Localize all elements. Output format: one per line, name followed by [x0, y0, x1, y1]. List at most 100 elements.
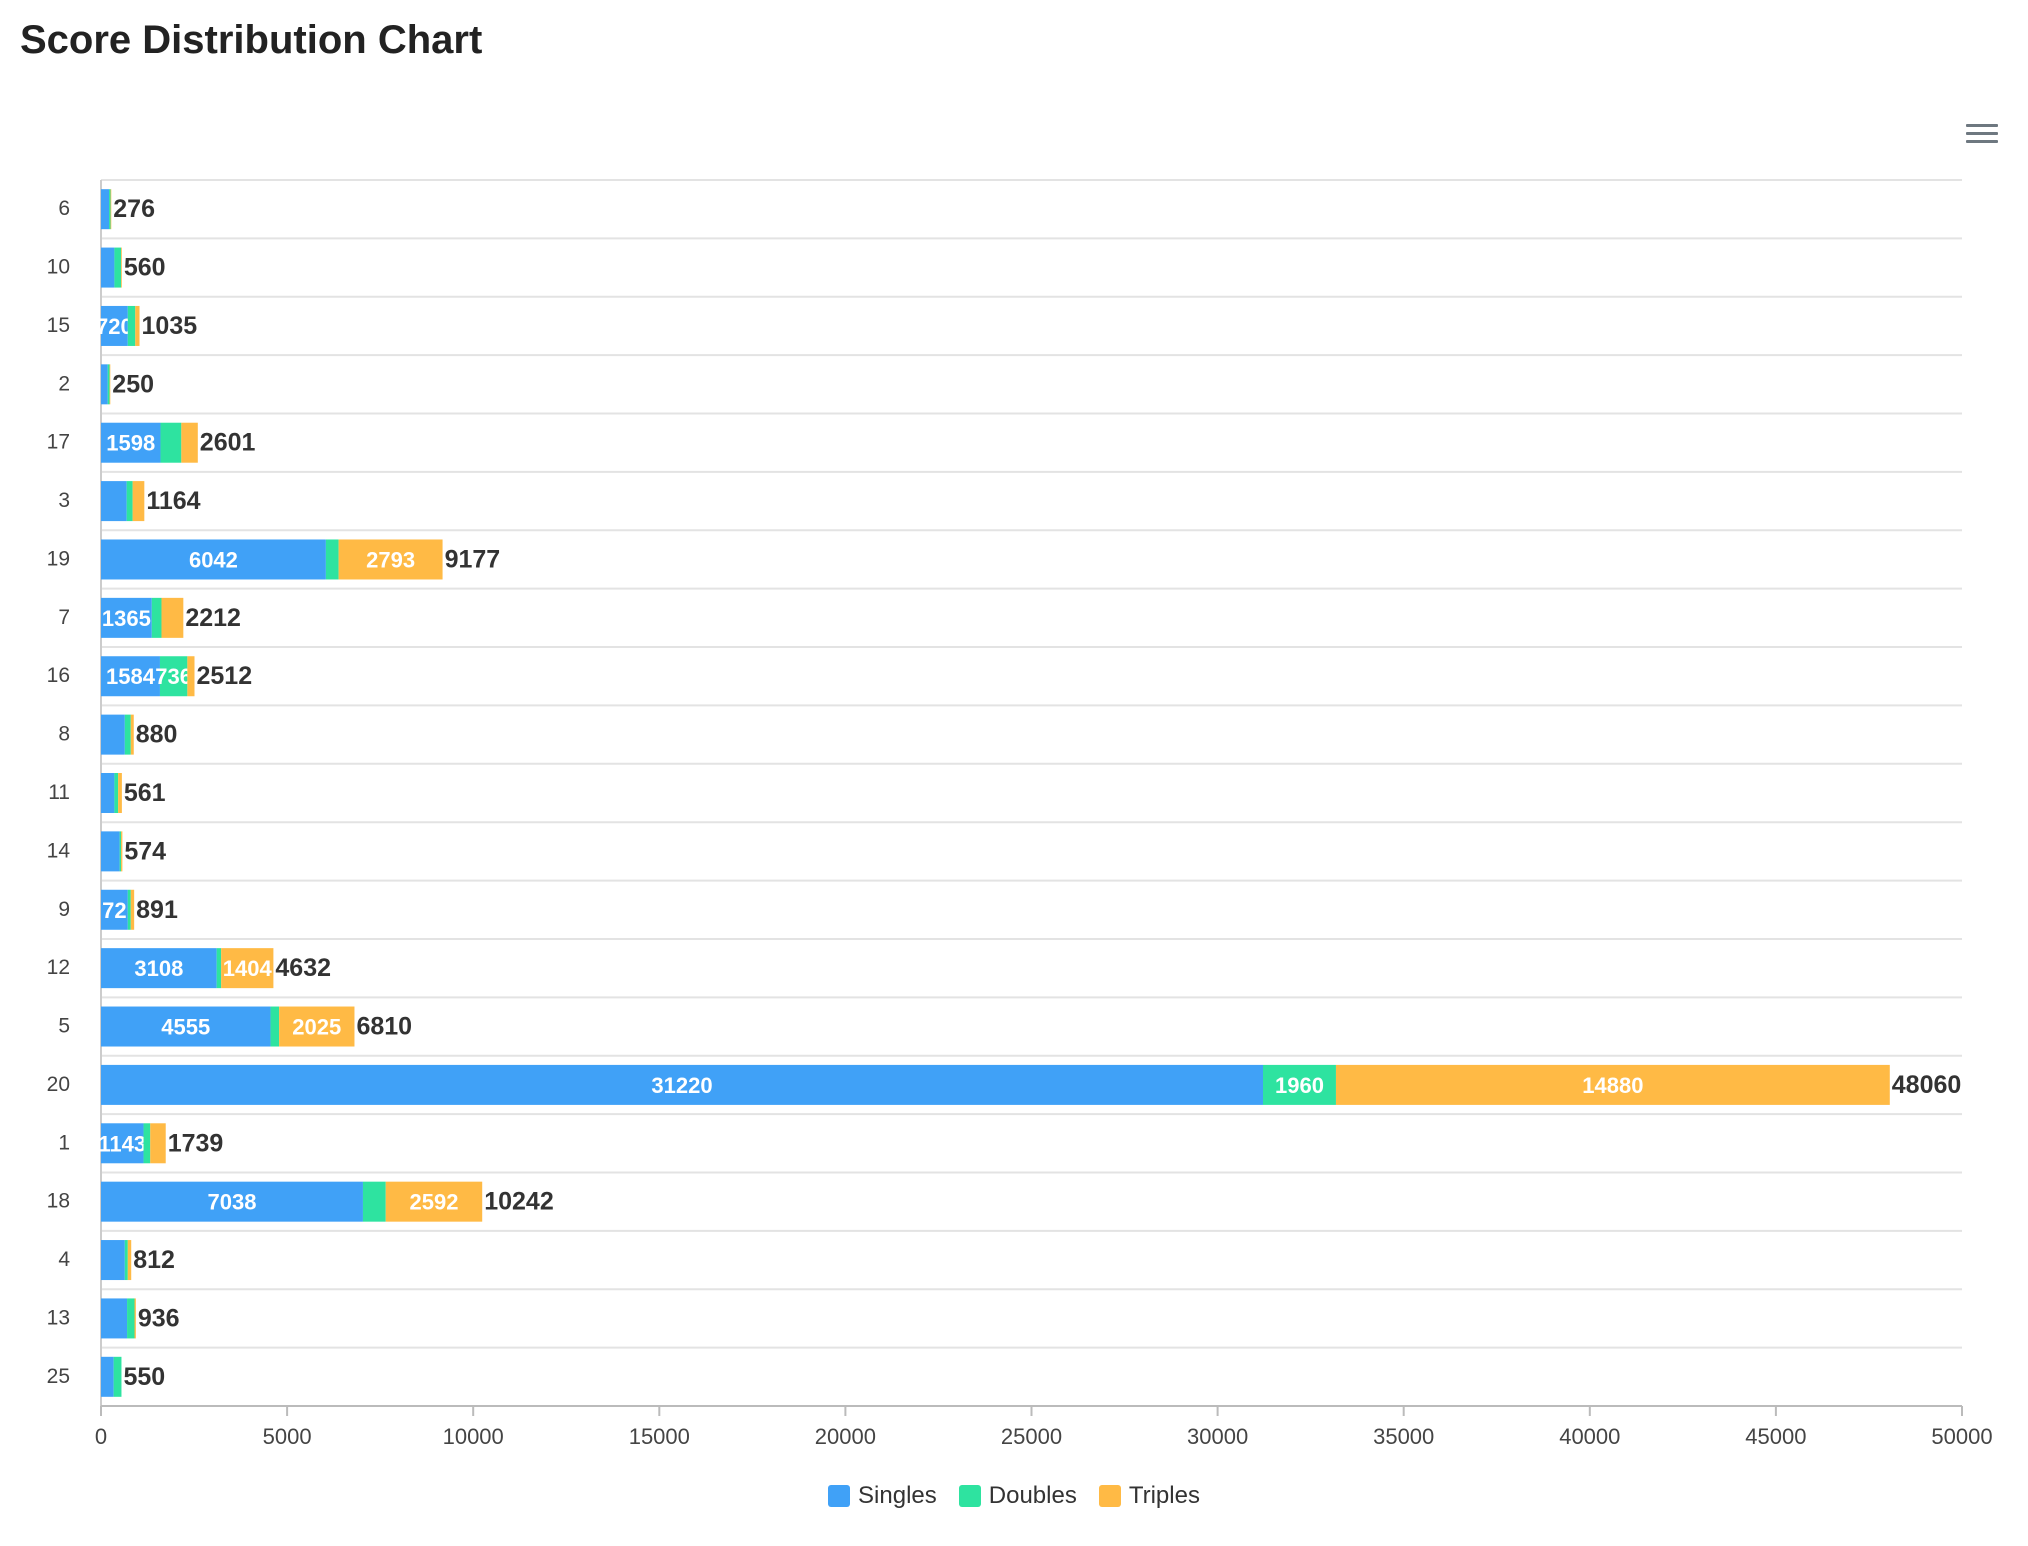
bar-segment-doubles	[124, 714, 131, 755]
bar-segment-triples	[109, 364, 111, 405]
category-label: 14	[47, 839, 71, 862]
category-label: 6	[58, 197, 70, 220]
category-label: 1	[58, 1131, 70, 1154]
menu-line	[1966, 132, 1998, 135]
bar-segment-triples	[181, 422, 198, 463]
bar-segment-singles	[101, 1240, 125, 1281]
bar-segment-triples	[187, 656, 195, 697]
category-label: 7	[58, 606, 70, 629]
segment-data-label: 1584	[106, 664, 156, 689]
bar-total-label: 880	[136, 721, 178, 749]
category-label: 12	[47, 956, 70, 979]
bar-total-label: 250	[112, 370, 154, 398]
bar-segment-doubles	[113, 1356, 122, 1397]
bar-total-label: 936	[138, 1304, 180, 1332]
bar-segment-singles	[101, 1123, 144, 1164]
x-tick-label: 20000	[815, 1424, 876, 1449]
bar-segment-singles	[101, 364, 108, 405]
bar-segment-triples	[132, 481, 145, 522]
x-tick-label: 50000	[1931, 1424, 1992, 1449]
legend-item-singles[interactable]: Singles	[828, 1482, 937, 1510]
legend-swatch	[1098, 1485, 1121, 1507]
bar-segment-triples	[127, 1240, 132, 1281]
x-tick-label: 45000	[1745, 1424, 1806, 1449]
category-label: 15	[47, 314, 70, 337]
bar-segment-singles	[101, 247, 115, 288]
bar-segment-triples	[110, 189, 112, 230]
menu-line	[1966, 140, 1998, 143]
bar-segment-singles	[101, 656, 160, 697]
x-tick-label: 15000	[629, 1424, 690, 1449]
segment-data-label: 1404	[223, 956, 273, 981]
bar-segment-singles	[101, 1064, 1264, 1105]
bar-segment-triples	[130, 889, 135, 930]
segment-data-label: 3108	[134, 956, 183, 981]
bar-segment-doubles	[124, 1240, 128, 1281]
bar-segment-triples	[134, 1298, 136, 1339]
bar-segment-doubles	[127, 1298, 135, 1339]
category-label: 2	[58, 372, 70, 395]
bar-segment-singles	[101, 189, 110, 230]
bar-total-label: 6810	[356, 1013, 412, 1041]
legend-label: Singles	[858, 1482, 937, 1509]
legend-item-triples[interactable]: Triples	[1098, 1482, 1200, 1510]
bar-segment-singles	[101, 714, 125, 755]
category-label: 3	[58, 489, 70, 512]
legend-label: Triples	[1128, 1482, 1200, 1509]
segment-data-label: 31220	[651, 1073, 712, 1098]
category-label: 19	[47, 547, 70, 570]
bar-segment-doubles	[114, 773, 119, 813]
category-label: 8	[58, 723, 70, 746]
bar-segment-triples	[135, 305, 140, 346]
bar-total-label: 2512	[196, 662, 252, 690]
segment-data-label: 1960	[1275, 1073, 1324, 1098]
segment-data-label: 2592	[409, 1190, 458, 1215]
segment-data-label: 736	[155, 664, 192, 689]
segment-data-label: 1598	[106, 431, 155, 456]
bar-segment-singles	[101, 831, 120, 872]
legend-swatch	[958, 1485, 981, 1507]
category-label: 10	[47, 256, 70, 279]
x-tick-label: 0	[95, 1424, 107, 1449]
bar-segment-doubles	[109, 189, 111, 230]
bar-total-label: 9177	[445, 545, 501, 573]
bar-total-label: 550	[123, 1363, 165, 1391]
bar-segment-doubles	[114, 247, 122, 288]
legend-item-doubles[interactable]: Doubles	[958, 1482, 1077, 1510]
bar-segment-singles	[101, 1181, 363, 1222]
category-label: 11	[48, 781, 70, 804]
segment-data-label: 7038	[208, 1190, 257, 1215]
category-label: 13	[47, 1306, 70, 1329]
bar-total-label: 1164	[146, 487, 200, 515]
bar-segment-triples	[385, 1181, 483, 1222]
bar-segment-doubles	[127, 889, 131, 930]
bar-total-label: 560	[124, 254, 166, 282]
bar-segment-doubles	[325, 539, 339, 580]
bar-total-label: 1739	[168, 1129, 224, 1157]
bar-total-label: 574	[124, 837, 166, 865]
hamburger-menu-icon[interactable]	[1966, 122, 1998, 146]
segment-data-label: 6042	[189, 547, 238, 572]
bar-segment-singles	[101, 1356, 114, 1397]
bar-segment-doubles	[107, 364, 110, 405]
bar-segment-singles	[101, 422, 161, 463]
bar-segment-doubles	[159, 656, 188, 697]
x-tick-label: 10000	[443, 1424, 504, 1449]
x-tick-label: 5000	[263, 1424, 312, 1449]
bar-segment-doubles	[160, 422, 182, 463]
bar-segment-singles	[101, 1298, 128, 1339]
category-label: 5	[58, 1015, 70, 1038]
segment-data-label: 14880	[1582, 1073, 1643, 1098]
bar-segment-triples	[161, 597, 184, 638]
menu-line	[1966, 124, 1998, 127]
bar-segment-triples	[221, 948, 274, 989]
segment-data-label: 1365	[102, 606, 151, 631]
bar-segment-singles	[101, 539, 326, 580]
bar-total-label: 561	[124, 779, 166, 807]
bar-segment-doubles	[119, 831, 122, 872]
x-tick-label: 35000	[1373, 1424, 1434, 1449]
bar-segment-doubles	[362, 1181, 386, 1222]
category-label: 16	[47, 664, 70, 687]
